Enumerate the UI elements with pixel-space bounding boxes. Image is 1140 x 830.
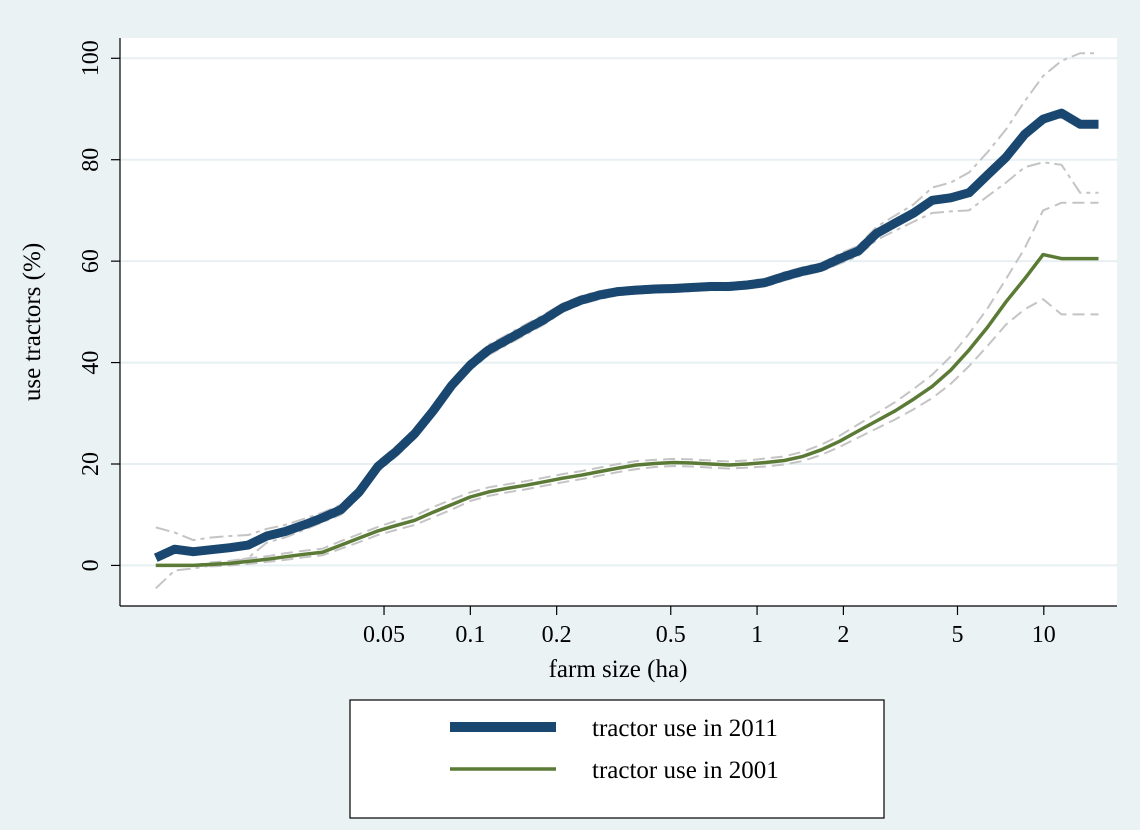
x-axis-title: farm size (ha) (549, 656, 688, 683)
series-lines (153, 108, 1099, 568)
ci-upper-line-2001 (155, 201, 1099, 567)
y-tick-label-100: 100 (78, 40, 104, 76)
ci-lower-line-2001 (155, 297, 1099, 568)
grid-lines (120, 57, 1117, 567)
x-tick-label-0.1: 0.1 (455, 622, 485, 648)
x-tick-label-2: 2 (837, 622, 849, 648)
legend: tractor use in 2011 tractor use in 2001 (349, 699, 885, 819)
y-tick-label-40: 40 (78, 351, 104, 375)
legend-box (349, 699, 885, 819)
x-tick-label-5: 5 (951, 622, 963, 648)
y-axis-title: use tractors (%) (19, 243, 46, 401)
x-ticks: 0.05 0.1 0.2 0.5 1 2 5 10 (363, 606, 1056, 648)
x-tick-label-0.2: 0.2 (542, 622, 572, 648)
y-tick-label-0: 0 (78, 559, 104, 571)
y-tick-label-20: 20 (78, 452, 104, 476)
y-tick-label-80: 80 (78, 148, 104, 172)
x-tick-label-0.5: 0.5 (656, 622, 686, 648)
legend-label-2001: tractor use in 2001 (592, 757, 779, 784)
y-ticks: 0 20 40 60 80 100 (78, 40, 120, 571)
x-tick-label-1: 1 (751, 622, 763, 648)
legend-label-2011: tractor use in 2011 (592, 715, 778, 742)
plot-background (120, 38, 1117, 606)
series-line-2001 (155, 252, 1099, 568)
x-tick-label-0.05: 0.05 (363, 622, 405, 648)
series-line-2011 (153, 108, 1099, 562)
y-tick-label-60: 60 (78, 249, 104, 273)
x-tick-label-10: 10 (1032, 622, 1056, 648)
